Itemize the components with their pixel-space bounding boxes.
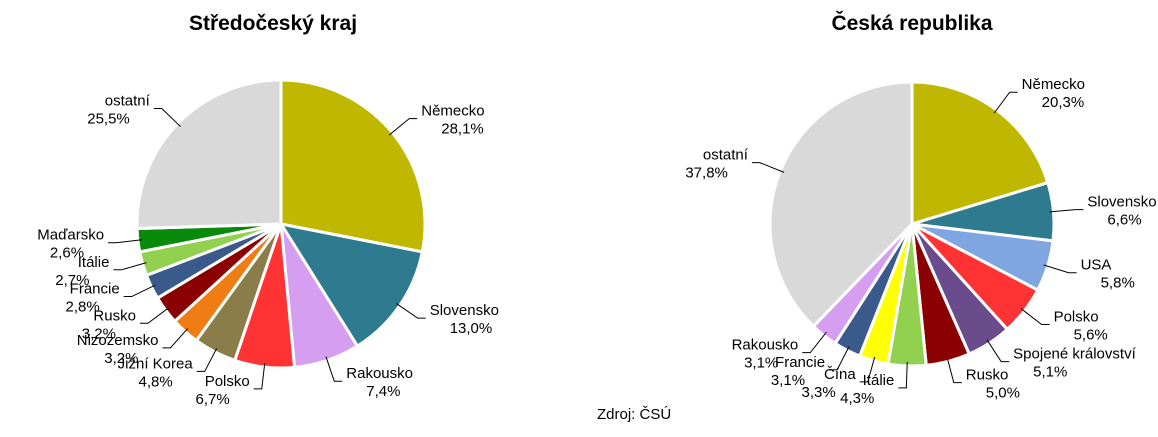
chart-title: Česká republika — [831, 11, 992, 35]
leader-line — [253, 362, 266, 390]
leader-line — [123, 284, 156, 298]
slice-label: Polsko — [205, 373, 250, 390]
leader-line — [946, 357, 962, 384]
leader-line — [153, 107, 181, 127]
leader-line — [325, 356, 343, 382]
slice-label: Slovensko — [1087, 194, 1156, 211]
leader-line — [751, 162, 785, 173]
slice-value-label: 3,1% — [771, 372, 805, 389]
leader-line — [113, 262, 147, 271]
slice-value-label: 37,8% — [685, 165, 728, 182]
leader-line — [802, 331, 827, 354]
slice-value-label: 7,4% — [366, 383, 400, 400]
slice-value-label: 5,8% — [1101, 275, 1135, 292]
slice-value-label: 28,1% — [441, 121, 484, 138]
leader-line — [898, 361, 908, 389]
slice-value-label: 3,3% — [802, 384, 836, 401]
slice-value-label: 13,0% — [450, 320, 493, 337]
slice-label: Francie — [70, 281, 120, 298]
chart-title: Středočeský kraj — [189, 12, 357, 35]
slice-label: Německo — [1022, 76, 1085, 93]
leader-line — [162, 328, 189, 349]
slice-label: Francie — [775, 354, 825, 371]
slice-value-label: 2,8% — [65, 299, 99, 316]
slice-label: Rusko — [93, 307, 136, 324]
slice-label: Rusko — [966, 367, 1009, 384]
leader-line — [108, 239, 142, 244]
slice-value-label: 3,2% — [104, 350, 138, 367]
slice-label: ostatní — [703, 147, 749, 164]
slice-value-label: 6,6% — [1107, 212, 1141, 229]
slice-label: Itálie — [863, 372, 895, 389]
leader-line — [829, 346, 850, 371]
slice-label: Polsko — [1054, 309, 1099, 326]
slice-value-label: 5,6% — [1074, 327, 1108, 344]
leader-line — [196, 348, 218, 372]
slice-label: Spojené království — [1013, 346, 1136, 363]
leader-line — [396, 303, 426, 319]
slice-label: Nizozemsko — [77, 332, 159, 349]
slice-value-label: 5,1% — [1033, 364, 1067, 381]
slice-label: Slovensko — [430, 302, 499, 319]
slice-label: Čína — [824, 366, 856, 383]
slice-value-label: 4,8% — [139, 373, 173, 390]
leader-line — [986, 339, 1010, 363]
slice-value-label: 2,7% — [55, 272, 89, 289]
slice-label: Rakousko — [346, 365, 413, 382]
slice-label: Maďarsko — [37, 227, 104, 244]
pie-slice — [279, 78, 427, 254]
slice-label: Německo — [421, 103, 484, 120]
leader-line — [1049, 209, 1084, 213]
slice-value-label: 5,0% — [986, 385, 1020, 402]
leader-line — [1043, 264, 1077, 274]
slice-value-label: 20,3% — [1042, 94, 1085, 111]
leader-line — [139, 307, 170, 324]
pie-slice — [135, 78, 283, 231]
slice-label: Jižní Korea — [118, 355, 194, 372]
slice-label: ostatní — [105, 92, 151, 109]
leader-line — [388, 118, 418, 136]
leader-line — [993, 91, 1018, 114]
slice-value-label: 6,7% — [196, 391, 230, 408]
slice-value-label: 4,3% — [840, 390, 874, 407]
leader-line — [859, 356, 876, 383]
slice-label: Itálie — [78, 254, 110, 271]
slice-value-label: 3,1% — [744, 355, 778, 372]
slice-label: USA — [1081, 257, 1112, 274]
slice-value-label: 25,5% — [87, 110, 130, 127]
leader-line — [1020, 308, 1050, 326]
source-note: Zdroj: ČSÚ — [597, 406, 671, 423]
slice-value-label: 3,2% — [82, 325, 116, 342]
slice-value-label: 2,6% — [50, 245, 84, 262]
slice-label: Rakousko — [732, 337, 799, 354]
